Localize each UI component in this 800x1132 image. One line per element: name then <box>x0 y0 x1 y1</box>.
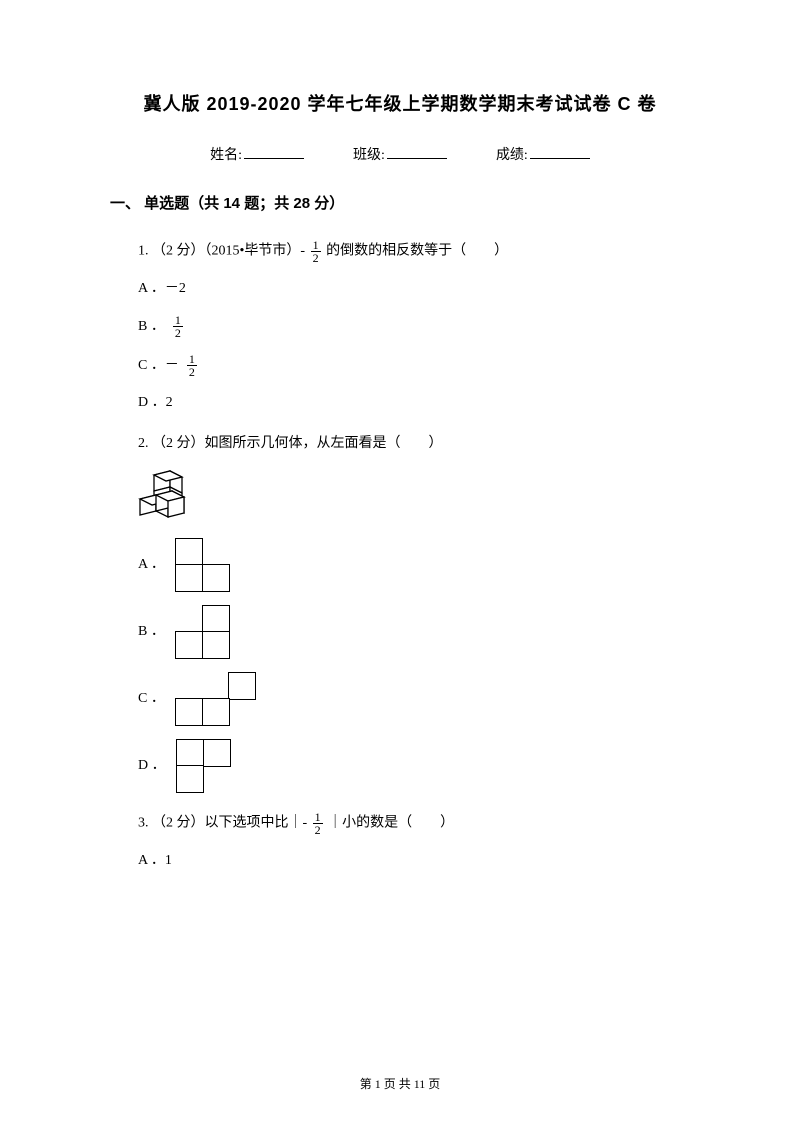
class-blank <box>387 145 447 159</box>
q2-option-d: D ． <box>138 740 690 793</box>
q1-text-before: 1. （2 分）（2015•毕节市）- <box>138 244 309 259</box>
q2-option-b: B ． <box>138 606 690 659</box>
score-label: 成绩: <box>496 144 528 164</box>
q2-opt-b-shape <box>177 606 230 659</box>
class-label: 班级: <box>353 144 385 164</box>
q2-opt-c-shape <box>177 673 257 726</box>
q1-option-c: C ．－ 12 <box>138 353 690 378</box>
q1-text-after: 的倒数的相反数等于（ ） <box>323 244 509 259</box>
q1-option-b: B ． 12 <box>138 314 690 339</box>
q2-option-a: A ． <box>138 539 690 592</box>
q2-stem: 2. （2 分）如图所示几何体，从左面看是（ ） <box>138 433 690 455</box>
q2-solid-figure <box>134 469 204 531</box>
q1-option-a: A ．－2 <box>138 278 690 300</box>
q3-text-after: ｜小的数是（ ） <box>325 816 455 831</box>
q1-stem: 1. （2 分）（2015•毕节市）- 12 的倒数的相反数等于（ ） <box>138 239 690 264</box>
question-3: 3. （2 分）以下选项中比｜- 12 ｜小的数是（ ） A ．1 <box>138 811 690 872</box>
question-2: 2. （2 分）如图所示几何体，从左面看是（ ） <box>138 433 690 793</box>
q1-fraction: 12 <box>311 239 321 264</box>
page-title: 冀人版 2019-2020 学年七年级上学期数学期末考试试卷 C 卷 <box>110 90 690 116</box>
score-blank <box>530 145 590 159</box>
q2-opt-d-shape <box>178 740 231 793</box>
q3-fraction: 12 <box>313 811 323 836</box>
q2-option-c: C ． <box>138 673 690 726</box>
page-footer: 第 1 页 共 11 页 <box>0 1075 800 1092</box>
q2-opt-a-shape <box>177 539 230 592</box>
question-1: 1. （2 分）（2015•毕节市）- 12 的倒数的相反数等于（ ） A ．－… <box>138 239 690 415</box>
q1-option-d: D ．2 <box>138 392 690 414</box>
q3-option-a: A ．1 <box>138 850 690 872</box>
section-heading: 一、 单选题（共 14 题；共 28 分） <box>110 192 690 213</box>
q3-text-before: 3. （2 分）以下选项中比｜- <box>138 816 311 831</box>
student-info-row: 姓名: 班级: 成绩: <box>110 144 690 164</box>
name-label: 姓名: <box>210 144 242 164</box>
q3-stem: 3. （2 分）以下选项中比｜- 12 ｜小的数是（ ） <box>138 811 690 836</box>
name-blank <box>244 145 304 159</box>
